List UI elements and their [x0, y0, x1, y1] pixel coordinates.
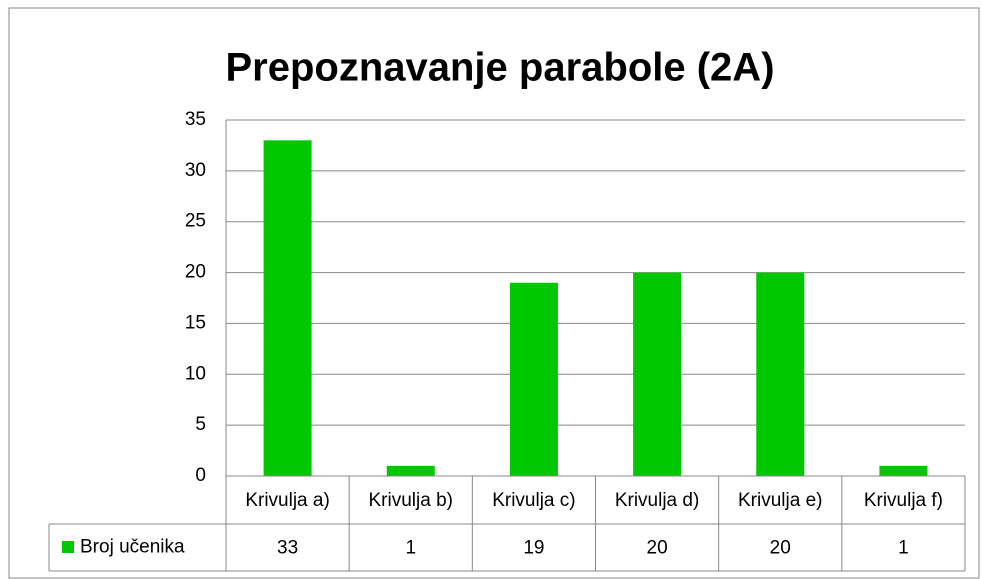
- x-tick-label: Krivulja f): [864, 490, 943, 511]
- x-tick-label: Krivulja a): [245, 490, 329, 511]
- bar: [633, 272, 682, 476]
- y-tick-label: 25: [185, 211, 206, 232]
- x-tick-label: Krivulja c): [492, 490, 575, 511]
- y-tick-label: 20: [185, 262, 206, 283]
- y-tick-label: 5: [195, 414, 206, 435]
- x-tick-label: Krivulja d): [615, 490, 699, 511]
- x-tick-label: Krivulja e): [738, 490, 822, 511]
- bar: [263, 140, 312, 477]
- bar: [879, 465, 928, 476]
- y-tick-label: 0: [195, 465, 206, 486]
- bar: [756, 272, 805, 476]
- table-value: 20: [770, 538, 791, 559]
- table-value: 1: [898, 538, 909, 559]
- y-tick-label: 10: [185, 363, 206, 384]
- x-tick-label: Krivulja b): [369, 490, 453, 511]
- legend-swatch: [62, 541, 74, 553]
- table-value: 20: [647, 538, 668, 559]
- chart-frame: [8, 7, 980, 579]
- bar: [509, 282, 558, 476]
- table-value: 33: [277, 538, 298, 559]
- y-tick-label: 30: [185, 160, 206, 181]
- bar: [386, 465, 435, 476]
- y-tick-label: 35: [185, 109, 206, 130]
- table-value: 19: [523, 538, 544, 559]
- chart-title: Prepoznavanje parabole (2A): [225, 46, 774, 90]
- table-value: 1: [405, 538, 416, 559]
- legend-label: Broj učenika: [80, 537, 185, 558]
- y-tick-label: 15: [185, 312, 206, 333]
